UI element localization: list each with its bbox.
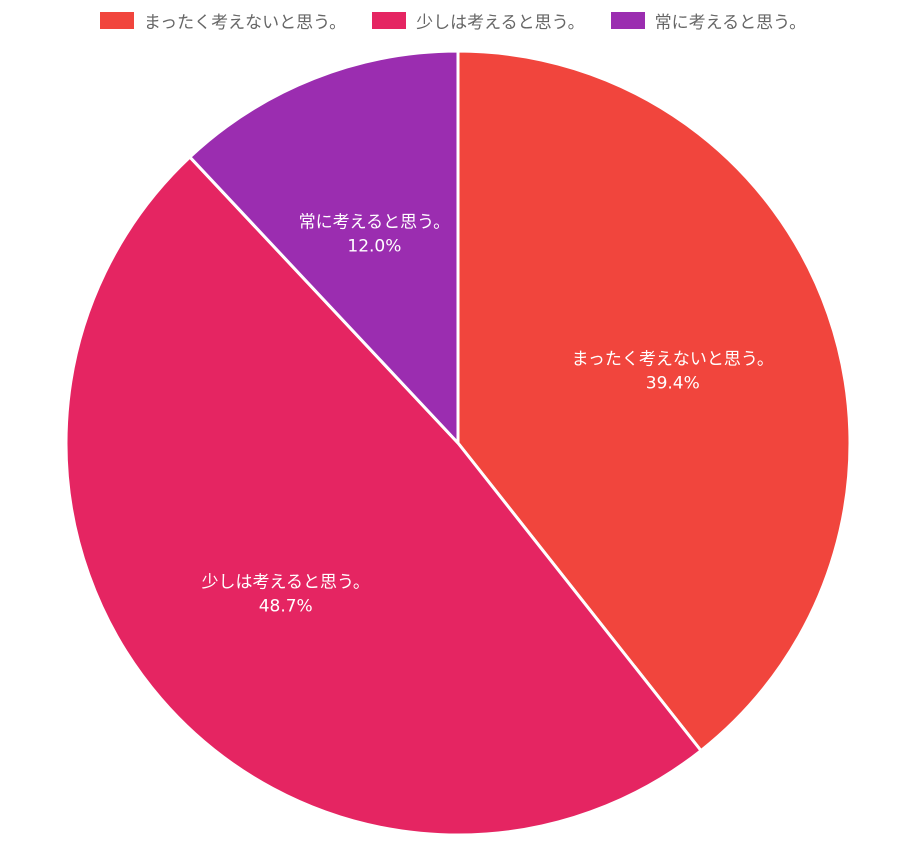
slice-value-label: 12.0%	[347, 237, 401, 257]
slice-value-label: 48.7%	[259, 596, 313, 616]
pie-slice[interactable]	[456, 49, 852, 753]
slice-category-label: 少しは考えると思う。	[201, 572, 369, 592]
labels-group: まったく考えないと思う。 39.4% 少しは考えると思う。 48.7% 常に考えると思う…	[201, 213, 773, 617]
legend-label: 少しは考えると思う。	[416, 13, 585, 33]
legend: まったく考えないと思う。 少しは考えると思う。 常に考えると思う。	[0, 8, 906, 33]
slice-category-label: まったく考えないと思う。	[572, 349, 774, 369]
legend-item[interactable]: 少しは考えると思う。	[372, 8, 585, 33]
pie-slice[interactable]	[187, 49, 460, 447]
slice-value-label: 39.4%	[646, 373, 700, 393]
slices-group	[64, 49, 852, 837]
legend-label: まったく考えないと思う。	[143, 13, 347, 33]
legend-swatch	[372, 12, 407, 29]
legend-item[interactable]: まったく考えないと思う。	[99, 8, 347, 33]
legend-item[interactable]: 常に考えると思う。	[610, 8, 807, 33]
legend-swatch	[99, 12, 134, 29]
legend-label: 常に考えると思う。	[654, 13, 807, 33]
pie-slice[interactable]	[64, 154, 704, 837]
legend-swatch	[610, 12, 645, 29]
slice-category-label: 常に考えると思う。	[299, 213, 450, 233]
